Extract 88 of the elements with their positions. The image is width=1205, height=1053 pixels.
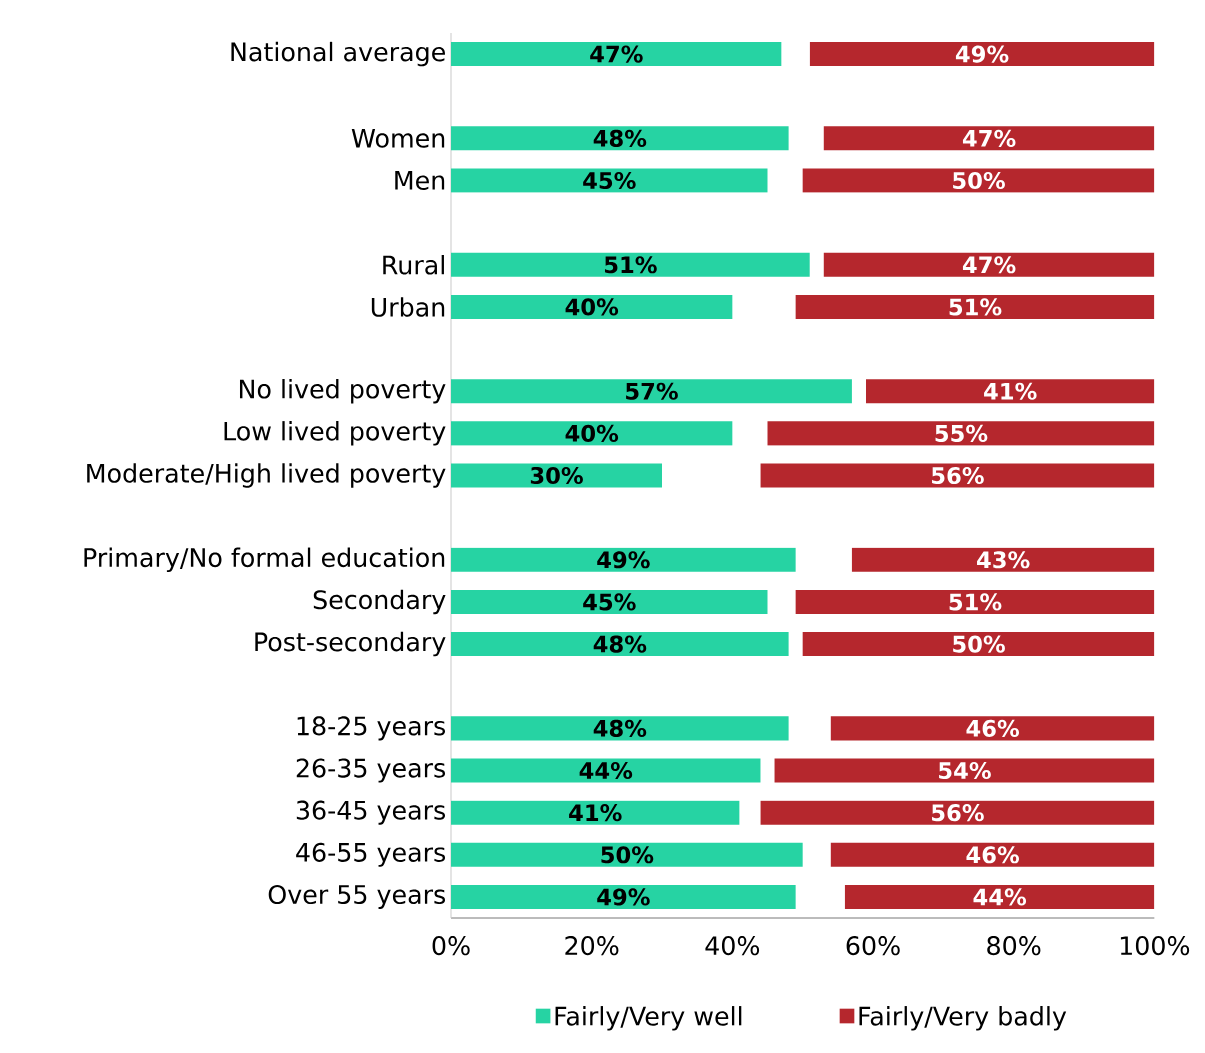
x-tick-label: 0%: [432, 936, 470, 956]
y-tick-label: 46-55 years: [296, 842, 446, 867]
data-label: 48%: [593, 635, 647, 653]
bar: [795, 589, 1155, 614]
bar: [865, 379, 1155, 404]
bar: [802, 632, 1155, 657]
x-tick-label: 40%: [705, 936, 760, 956]
bar: [451, 379, 852, 404]
bar: [451, 463, 663, 488]
x-tick-label: 80%: [987, 936, 1041, 956]
data-label: 46%: [966, 719, 1019, 737]
y-tick-label: Low lived poverty: [224, 421, 446, 446]
data-label: 50%: [953, 171, 1005, 190]
bar: [774, 758, 1155, 783]
bar: [451, 716, 789, 741]
data-label: 55%: [935, 424, 988, 442]
bar: [795, 294, 1155, 319]
data-label: 44%: [973, 888, 1027, 906]
y-tick-label: National average: [231, 41, 445, 67]
data-label: 40%: [565, 298, 619, 316]
data-label: 51%: [604, 256, 657, 274]
data-label: 56%: [932, 804, 984, 822]
y-tick-label: No lived poverty: [239, 378, 446, 404]
y-tick-label: 26-35 years: [296, 758, 446, 783]
data-label: 43%: [977, 551, 1030, 569]
data-label: 48%: [593, 129, 647, 147]
data-label: 47%: [590, 45, 643, 63]
bar: [760, 800, 1155, 825]
bar: [851, 547, 1155, 572]
y-tick-label: Primary/No formal education: [84, 547, 445, 573]
y-tick-label: Urban: [371, 297, 445, 317]
data-label: 50%: [953, 635, 1005, 653]
data-label: 57%: [626, 382, 678, 400]
legend-label: Fairly/Very well: [555, 1006, 742, 1031]
data-label: 41%: [984, 382, 1037, 400]
data-label: 49%: [597, 888, 650, 906]
bar: [451, 294, 733, 319]
bar: [830, 842, 1155, 867]
data-label: 49%: [597, 551, 650, 569]
bar: [830, 716, 1155, 741]
bar: [823, 126, 1155, 151]
bar: [767, 421, 1155, 446]
data-label: 30%: [530, 466, 583, 485]
bar: [760, 463, 1155, 488]
data-label: 47%: [962, 256, 1016, 274]
legend-label: Fairly/Very badly: [859, 1006, 1067, 1031]
y-tick-label: Moderate/High lived poverty: [87, 463, 446, 488]
bar: [451, 252, 810, 277]
data-label: 48%: [593, 719, 647, 737]
y-tick-label: Men: [395, 171, 445, 190]
y-tick-label: 18-25 years: [297, 716, 446, 741]
x-tick-label: 20%: [565, 936, 619, 956]
bar: [451, 800, 740, 825]
bar: [451, 758, 761, 783]
data-label: 45%: [583, 171, 636, 190]
data-label: 47%: [962, 129, 1016, 147]
bar: [451, 589, 768, 614]
bar: [451, 547, 796, 572]
bar: [451, 884, 796, 909]
y-tick-label: Secondary: [313, 589, 446, 615]
bar: [451, 421, 733, 446]
data-label: 41%: [569, 804, 622, 822]
data-label: 49%: [955, 45, 1009, 63]
y-tick-label: Rural: [383, 255, 444, 275]
y-tick-label: Over 55 years: [268, 884, 446, 909]
data-label: 44%: [579, 761, 633, 780]
data-label: 45%: [583, 593, 636, 611]
bar: [823, 252, 1155, 277]
bar: [451, 632, 789, 657]
bar: [451, 842, 803, 867]
y-tick-label: Post-secondary: [255, 631, 446, 657]
bar: [451, 168, 768, 193]
x-tick-label: 100%: [1120, 936, 1190, 956]
bar: [451, 42, 782, 67]
y-tick-label: Women: [351, 128, 445, 148]
data-label: 51%: [949, 298, 1002, 316]
bar: [809, 42, 1155, 67]
bar: [844, 884, 1155, 909]
data-label: 56%: [932, 466, 984, 485]
data-label: 51%: [949, 593, 1002, 611]
x-tick-label: 60%: [846, 936, 900, 956]
bar: [451, 126, 789, 151]
data-label: 40%: [565, 424, 619, 442]
y-tick-label: 36-45 years: [296, 800, 446, 825]
data-label: 54%: [939, 761, 991, 780]
bar: [802, 168, 1155, 193]
data-label: 46%: [966, 846, 1019, 864]
data-label: 50%: [601, 846, 654, 864]
